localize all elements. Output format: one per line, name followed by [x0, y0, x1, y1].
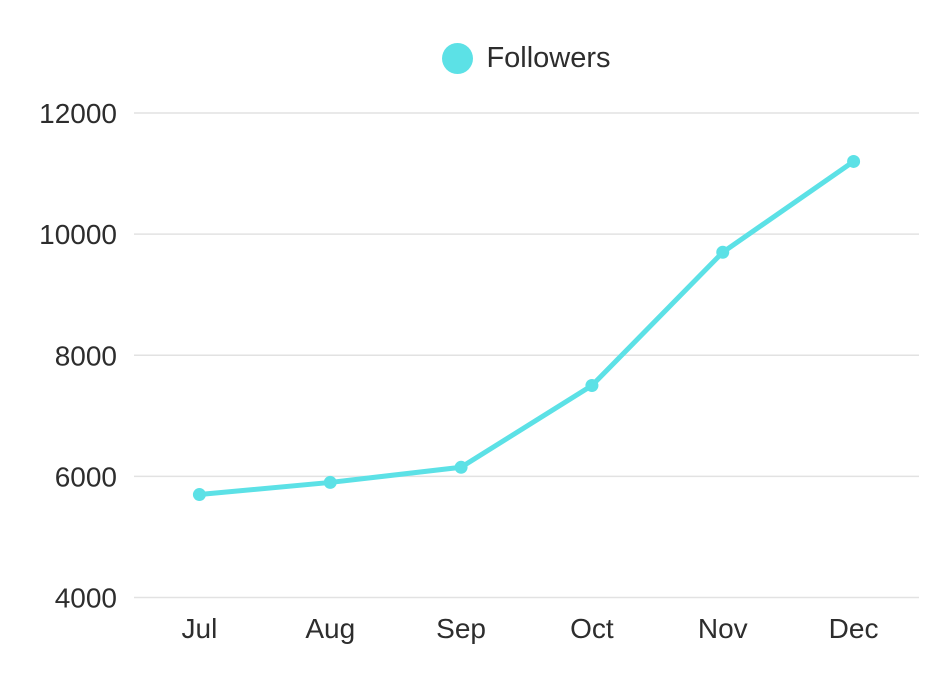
data-point-nov[interactable] — [716, 245, 730, 259]
y-tick-label: 12000 — [39, 98, 117, 129]
x-axis-label: Nov — [698, 613, 748, 644]
legend-item-followers[interactable]: Followers — [442, 42, 611, 74]
x-axis-label: Dec — [829, 613, 879, 644]
x-axis-label: Aug — [305, 613, 355, 644]
y-tick-label: 4000 — [55, 583, 117, 614]
x-axis-label: Sep — [436, 613, 486, 644]
legend-label: Followers — [486, 42, 611, 74]
y-tick-label: 10000 — [39, 219, 117, 250]
chart-legend: Followers — [134, 43, 919, 74]
followers-line — [196, 158, 857, 498]
x-axis-label: Oct — [570, 613, 614, 644]
y-tick-label: 8000 — [55, 340, 117, 371]
data-point-jul[interactable] — [192, 488, 206, 502]
data-point-aug[interactable] — [323, 475, 337, 489]
x-axis-label: Jul — [182, 613, 218, 644]
data-point-oct[interactable] — [585, 379, 599, 393]
data-point-sep[interactable] — [454, 460, 468, 474]
data-point-dec[interactable] — [847, 154, 861, 168]
y-tick-label: 6000 — [55, 461, 117, 492]
legend-marker-circle — [442, 43, 474, 74]
